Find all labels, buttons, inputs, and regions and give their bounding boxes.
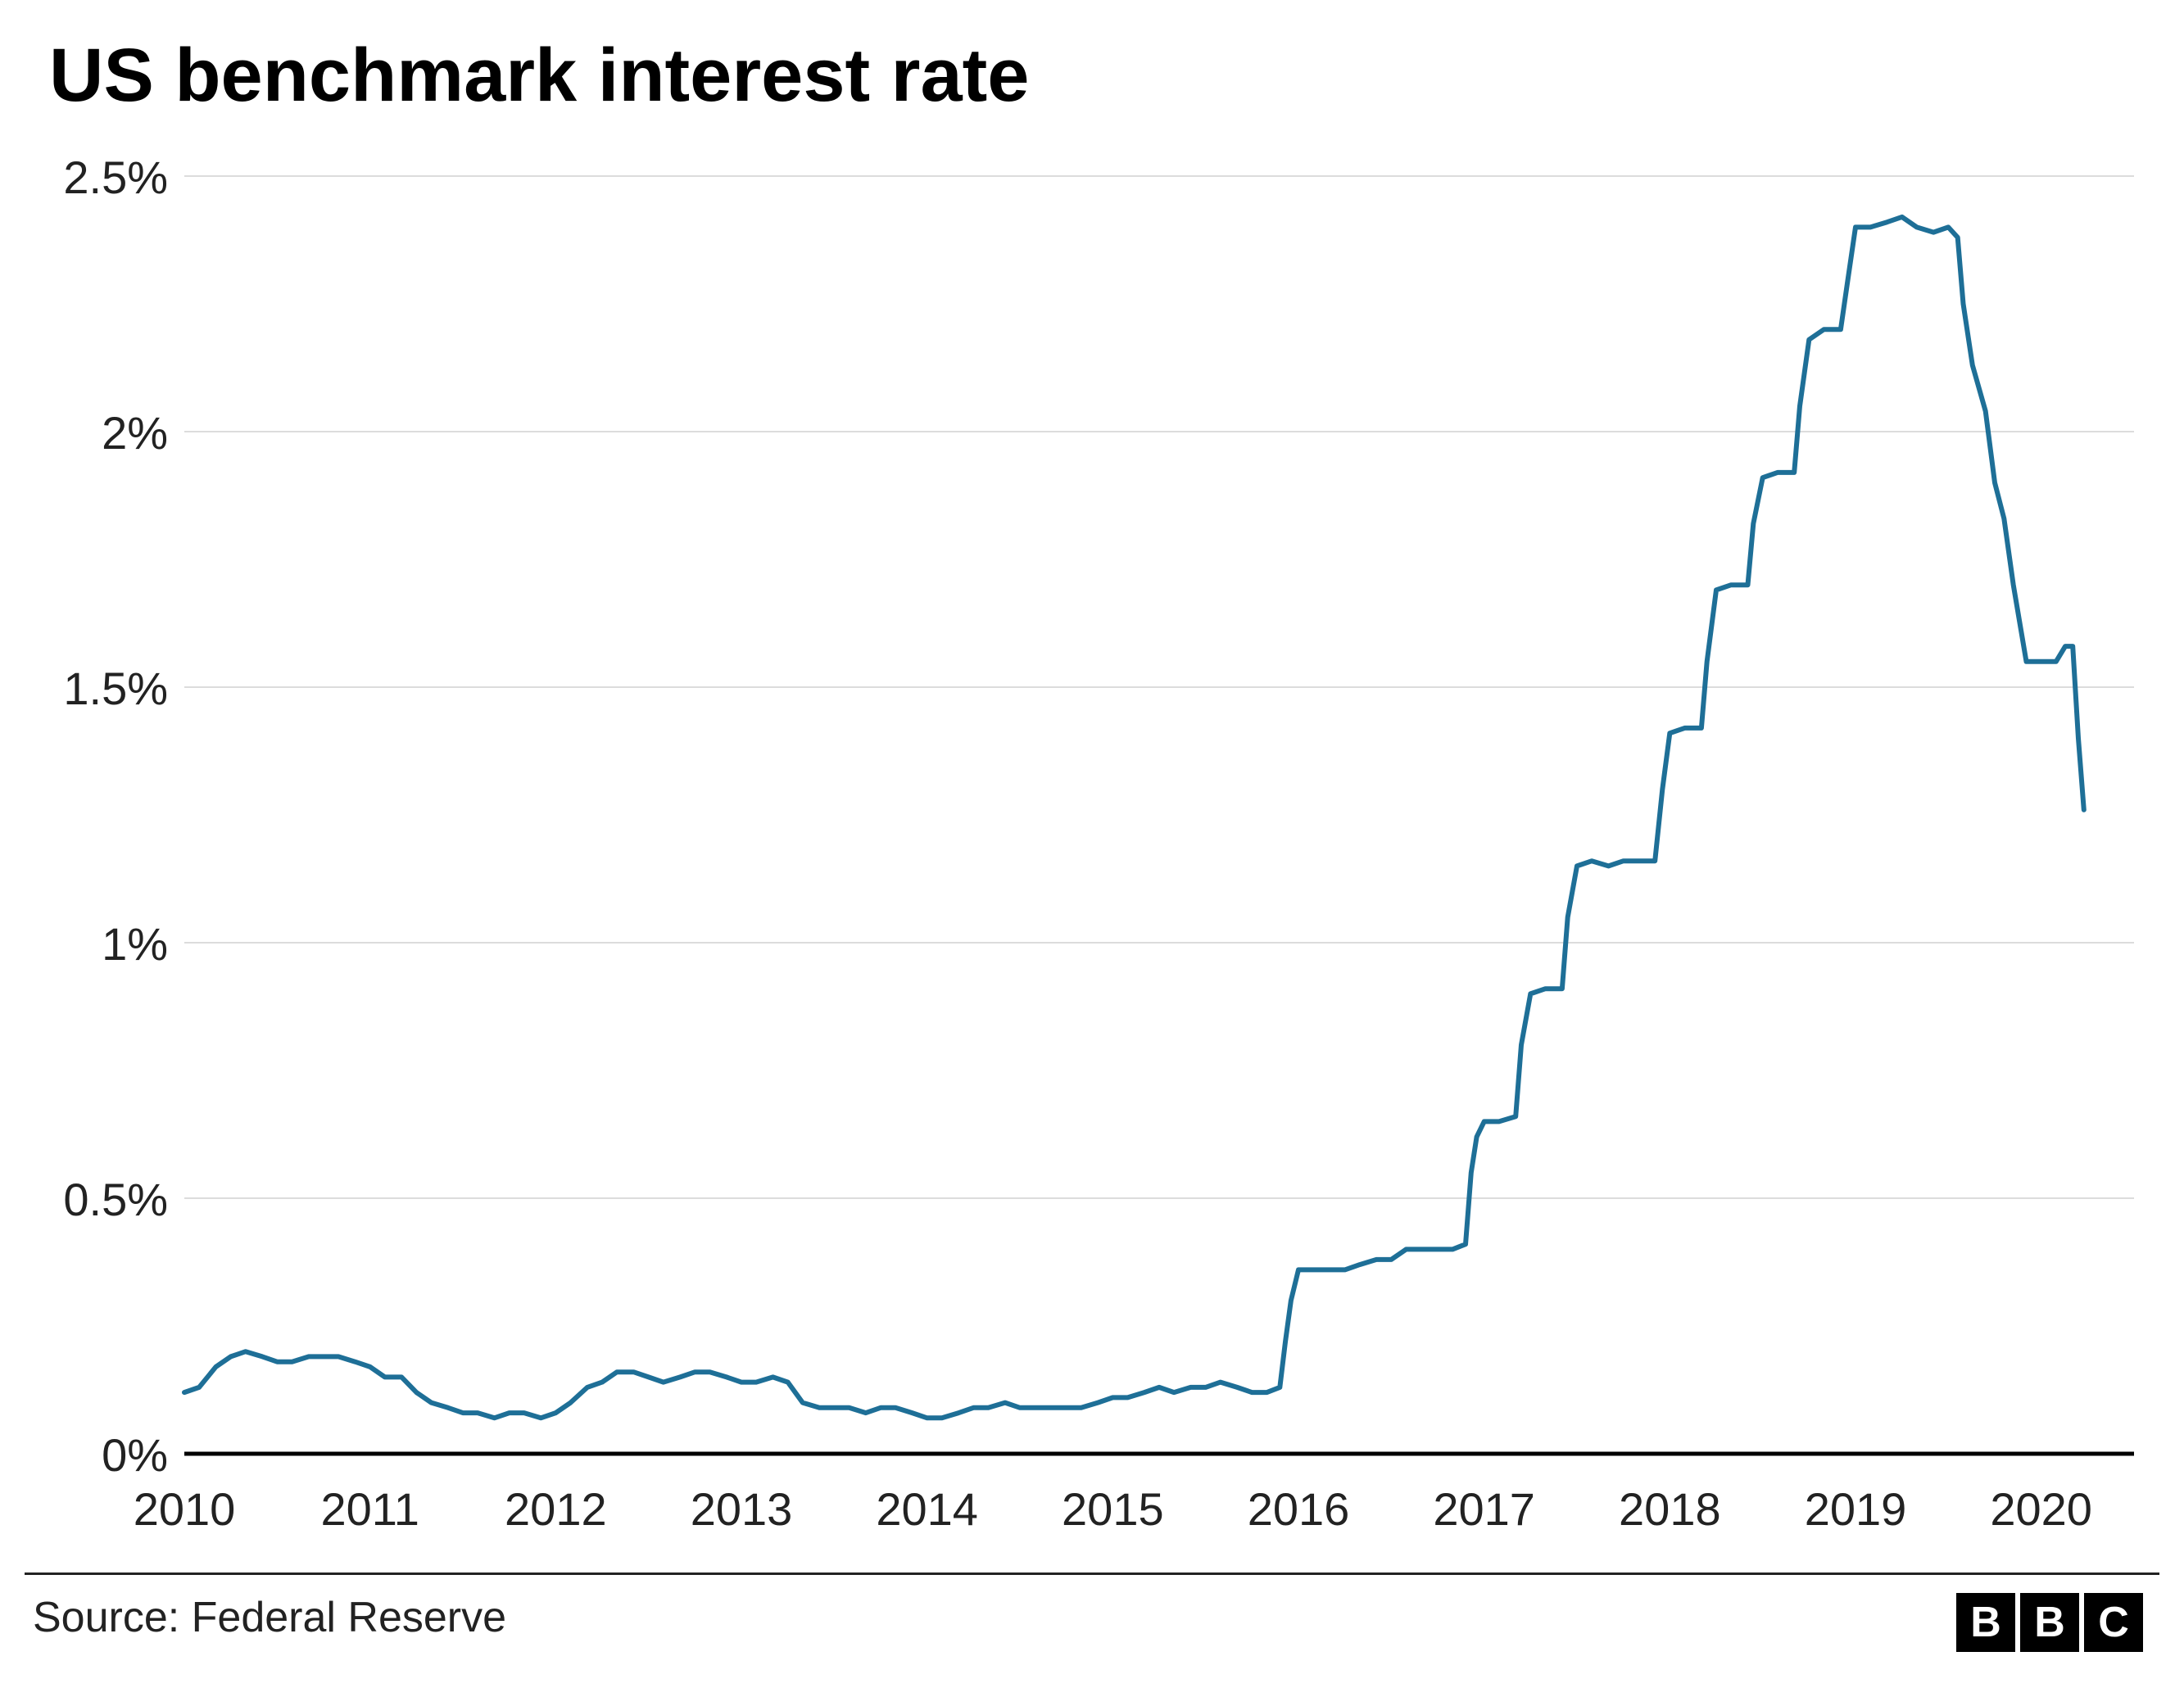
y-tick-label: 2.5%	[63, 151, 168, 204]
x-tick-label: 2011	[320, 1482, 419, 1536]
x-tick-label: 2018	[1619, 1482, 1721, 1536]
y-tick-label: 0%	[102, 1428, 168, 1482]
y-tick-label: 1%	[102, 917, 168, 971]
footer-divider	[25, 1573, 2159, 1575]
bbc-logo-block: B	[1956, 1593, 2015, 1652]
bbc-logo-block: C	[2084, 1593, 2143, 1652]
y-tick-label: 2%	[102, 406, 168, 459]
bbc-logo: BBC	[1956, 1593, 2143, 1652]
x-tick-label: 2014	[876, 1482, 978, 1536]
source-text: Source: Federal Reserve	[33, 1593, 506, 1642]
chart-plot	[184, 176, 2134, 1454]
bbc-logo-block: B	[2020, 1593, 2079, 1652]
chart-title: US benchmark interest rate	[49, 33, 1029, 119]
x-tick-label: 2020	[1990, 1482, 2092, 1536]
x-tick-label: 2017	[1433, 1482, 1535, 1536]
x-tick-label: 2016	[1248, 1482, 1350, 1536]
x-tick-label: 2019	[1805, 1482, 1907, 1536]
y-tick-label: 1.5%	[63, 662, 168, 715]
y-tick-label: 0.5%	[63, 1173, 168, 1226]
x-tick-label: 2015	[1062, 1482, 1164, 1536]
x-tick-label: 2012	[505, 1482, 607, 1536]
x-tick-label: 2010	[134, 1482, 236, 1536]
x-tick-label: 2013	[691, 1482, 793, 1536]
